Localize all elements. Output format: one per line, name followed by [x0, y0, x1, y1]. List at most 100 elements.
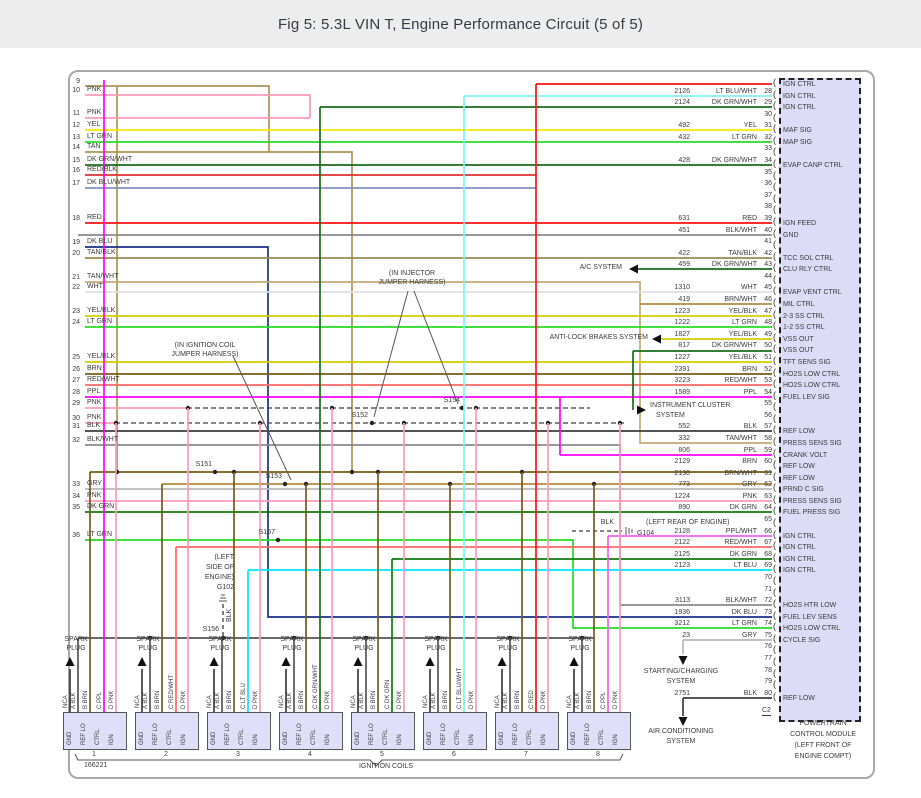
- wire: [85, 151, 353, 472]
- coil-terminal-label: REF LO: [441, 723, 447, 745]
- pcm-function-label: FUEL PRESS SIG: [783, 509, 841, 517]
- pcm-pin-bracket-icon: (: [773, 656, 776, 666]
- left-pin-number: 14: [72, 144, 80, 151]
- spark-plug-label: PLUG: [210, 645, 230, 652]
- coil-terminal-label: IGN: [613, 734, 619, 745]
- pcm-wire-color: YEL/BLK: [728, 353, 757, 361]
- coil-wire-label: C DK GRN/WHT: [313, 664, 319, 709]
- coil-wire-label: NCA: [423, 695, 429, 708]
- left-wire-color-label: YEL/BLK: [87, 353, 116, 360]
- pcm-pin-number: 34: [764, 157, 772, 165]
- left-pin-number: 25: [72, 354, 80, 361]
- pcm-pin-bracket-icon: (: [773, 690, 776, 701]
- ignition-coil-block: [135, 712, 199, 750]
- pcm-pin-bracket-icon: (: [773, 158, 776, 169]
- splice-dot: [349, 469, 355, 475]
- pcm-function-label: FUEL LEV SIG: [783, 393, 830, 401]
- coil-wire-label: B BRN: [155, 690, 161, 709]
- coil-wire-label: B BRN: [299, 690, 305, 709]
- coil-wire-label: A BLK: [431, 692, 437, 709]
- pcm-pin-bracket-icon: (: [773, 528, 776, 539]
- pcm-function-label: PRESS SENS SIG: [783, 439, 842, 447]
- pcm-circuit-number: 2126: [674, 87, 690, 95]
- pcm-wire-color: TAN/WHT: [725, 434, 757, 442]
- pcm-wire-color: PNK: [742, 492, 757, 500]
- pcm-pin-bracket-icon: (: [773, 227, 776, 238]
- left-pin-number: 35: [72, 504, 80, 511]
- pcm-pin-bracket-icon: (: [773, 366, 776, 377]
- annotation-label: ENGINE): [204, 574, 234, 581]
- pcm-pin-bracket-icon: (: [773, 482, 776, 493]
- pcm-pin-number: 39: [764, 214, 772, 222]
- pcm-pin-number: 48: [764, 319, 772, 327]
- left-pin-number: 36: [72, 532, 80, 539]
- diagram-frame: [68, 70, 875, 779]
- direction-arrow-icon: [637, 405, 646, 415]
- pcm-wire-color: GRY: [741, 481, 757, 489]
- pcm-pin-bracket-icon: (: [773, 354, 776, 365]
- pcm-pin-number: 50: [764, 342, 772, 350]
- coil-number: 8: [596, 751, 600, 758]
- coil-wire-label: B BRN: [443, 690, 449, 709]
- pcm-circuit-number: 1223: [674, 307, 690, 315]
- coil-number: 2: [164, 751, 168, 758]
- pcm-pin-number: 56: [764, 411, 772, 419]
- pcm-pin-number: 72: [764, 597, 772, 605]
- pcm-wire-color: YEL/BLK: [728, 307, 757, 315]
- annotation-label: G102: [216, 584, 234, 591]
- annotation-label: STARTING/CHARGING: [643, 668, 719, 675]
- pcm-pin-bracket-icon: (: [773, 204, 776, 215]
- left-wire-color-label: TAN/BLK: [87, 249, 116, 256]
- ignition-coil-block: [351, 712, 415, 750]
- coil-wire-label: A BLK: [215, 692, 221, 709]
- pcm-circuit-number: 23: [682, 631, 690, 639]
- left-wire-color-label: TAN/WHT: [87, 273, 119, 280]
- pcm-pin-number: 65: [764, 516, 772, 524]
- pcm-pin-number: 47: [764, 307, 772, 315]
- annotation-label: SYSTEM: [656, 412, 685, 419]
- coil-number: 7: [524, 751, 528, 758]
- pcm-function-label: IGN CTRL: [783, 567, 816, 575]
- left-wire-color-label: RED/BLK: [87, 166, 117, 173]
- ignition-coil-block: [567, 712, 631, 750]
- pcm-pin-bracket-icon: (: [773, 181, 776, 192]
- pcm-pin-number: 51: [764, 353, 772, 361]
- pcm-wire-color: YEL: [743, 122, 757, 130]
- pcm-pin-number: 79: [764, 678, 772, 686]
- coil-wire-label: B BRN: [371, 690, 377, 709]
- left-pin-number: 24: [72, 319, 80, 326]
- left-wire-color-label: BLK: [87, 422, 101, 429]
- pcm-pin-number: 42: [764, 249, 772, 257]
- coil-wire-label: C PPL: [601, 691, 607, 709]
- ignition-coil-block: [495, 712, 559, 750]
- pcm-circuit-number: 459: [678, 261, 690, 269]
- coil-wire-label: A BLK: [359, 692, 365, 709]
- pcm-pin-number: 61: [764, 469, 772, 477]
- pcm-wire-color: DK GRN: [729, 504, 757, 512]
- pcm-pin-bracket-icon: (: [773, 435, 776, 446]
- coil-terminal-label: CTRL: [311, 729, 317, 745]
- pcm-circuit-number: 1936: [674, 608, 690, 616]
- pcm-pin-number: 66: [764, 527, 772, 535]
- pcm-pin-number: 59: [764, 446, 772, 454]
- spark-plug-label: SPARK: [352, 636, 376, 643]
- pcm-pin-number: 76: [764, 643, 772, 651]
- wire: [74, 753, 624, 767]
- wire: [85, 94, 311, 118]
- pcm-pin-number: 38: [764, 203, 772, 211]
- left-pin-number: 11: [72, 110, 80, 117]
- pcm-circuit-number: 1827: [674, 330, 690, 338]
- direction-arrow-icon: [497, 657, 507, 666]
- left-wire-color-label: PNK: [87, 414, 102, 421]
- left-wire-color-label: RED: [87, 214, 102, 221]
- spark-plug-label: PLUG: [426, 645, 446, 652]
- pcm-pin-number: 41: [764, 238, 772, 246]
- coil-terminal-label: CTRL: [599, 729, 605, 745]
- pcm-wire-color: PPL/WHT: [725, 527, 757, 535]
- pcm-wire-color: BLK: [743, 423, 757, 431]
- pcm-wire-color: LT GRN: [731, 319, 757, 327]
- coil-wire-label: A BLK: [575, 692, 581, 709]
- annotation-label: AIR CONDITIONING: [648, 728, 714, 735]
- pcm-pin-number: 63: [764, 492, 772, 500]
- annotation-label: BLK: [600, 519, 614, 526]
